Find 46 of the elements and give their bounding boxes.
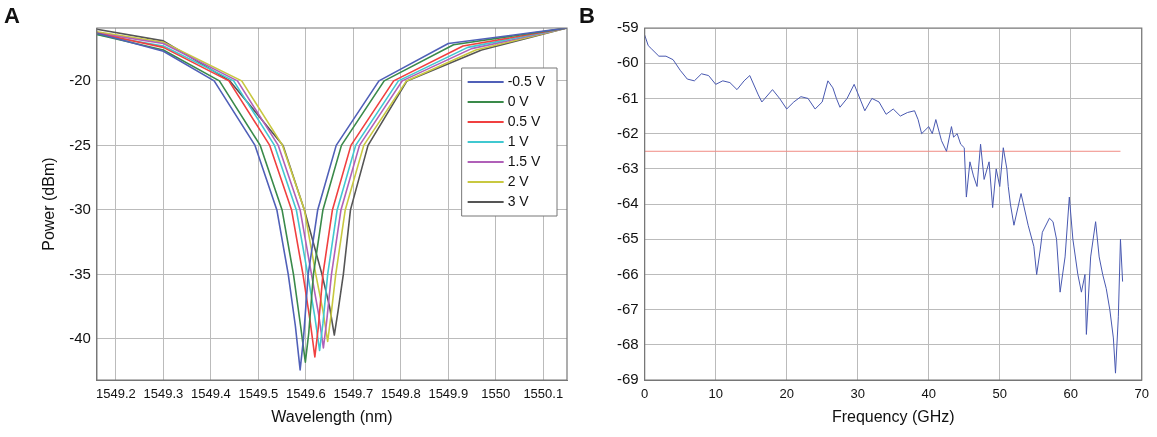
- y-tick-label: -62: [616, 123, 639, 141]
- legend-label: 2 V: [507, 172, 530, 189]
- x-axis-title: Wavelength (nm): [271, 407, 393, 425]
- y-tick-label: -65: [616, 229, 639, 247]
- y-tick-label: -40: [69, 329, 91, 347]
- x-tick-label: 1549.8: [380, 385, 421, 401]
- legend-label: -0.5 V: [507, 72, 546, 89]
- y-tick-label: -68: [616, 335, 639, 353]
- x-tick-label: 0: [641, 385, 649, 401]
- text: A: [4, 3, 20, 29]
- y-tick-label: -66: [616, 264, 639, 282]
- x-tick-label: 1549.3: [143, 385, 184, 401]
- text: B: [579, 3, 595, 29]
- legend-label: 1 V: [507, 132, 530, 149]
- y-tick-label: -35: [69, 264, 91, 282]
- legend-label: 3 V: [507, 192, 530, 209]
- x-tick-label: 1549.6: [285, 385, 326, 401]
- y-tick-label: -67: [616, 299, 639, 317]
- y-tick-label: -59: [616, 18, 639, 36]
- x-tick-label: 1549.7: [333, 385, 374, 401]
- x-tick-label: 1549.2: [95, 385, 136, 401]
- legend-label: 0 V: [507, 92, 530, 109]
- x-axis-title: Frequency (GHz): [831, 407, 955, 425]
- x-tick-label: 1549.9: [428, 385, 469, 401]
- x-tick-label: 10: [708, 385, 723, 401]
- x-tick-label: 1550.1: [523, 385, 564, 401]
- y-tick-label: -30: [69, 200, 91, 218]
- x-tick-label: 40: [921, 385, 936, 401]
- x-tick-label: 30: [850, 385, 865, 401]
- y-tick-label: -60: [616, 53, 639, 71]
- x-tick-label: 1549.5: [238, 385, 279, 401]
- y-tick-label: -69: [616, 370, 639, 388]
- y-axis-title: Power (dBm): [40, 157, 58, 251]
- legend-label: 0.5 V: [507, 112, 541, 129]
- x-tick-label: 70: [1134, 385, 1149, 401]
- legend-label: 1.5 V: [507, 152, 541, 169]
- y-tick-label: -63: [616, 159, 639, 177]
- y-tick-label: -20: [69, 71, 91, 89]
- x-tick-label: 1549.4: [190, 385, 231, 401]
- y-tick-label: -25: [69, 135, 91, 153]
- y-tick-label: -64: [616, 194, 639, 212]
- x-tick-label: 60: [1063, 385, 1078, 401]
- x-tick-label: 20: [779, 385, 794, 401]
- y-tick-label: -61: [616, 88, 639, 106]
- x-tick-label: 1550: [481, 385, 511, 401]
- x-tick-label: 50: [992, 385, 1007, 401]
